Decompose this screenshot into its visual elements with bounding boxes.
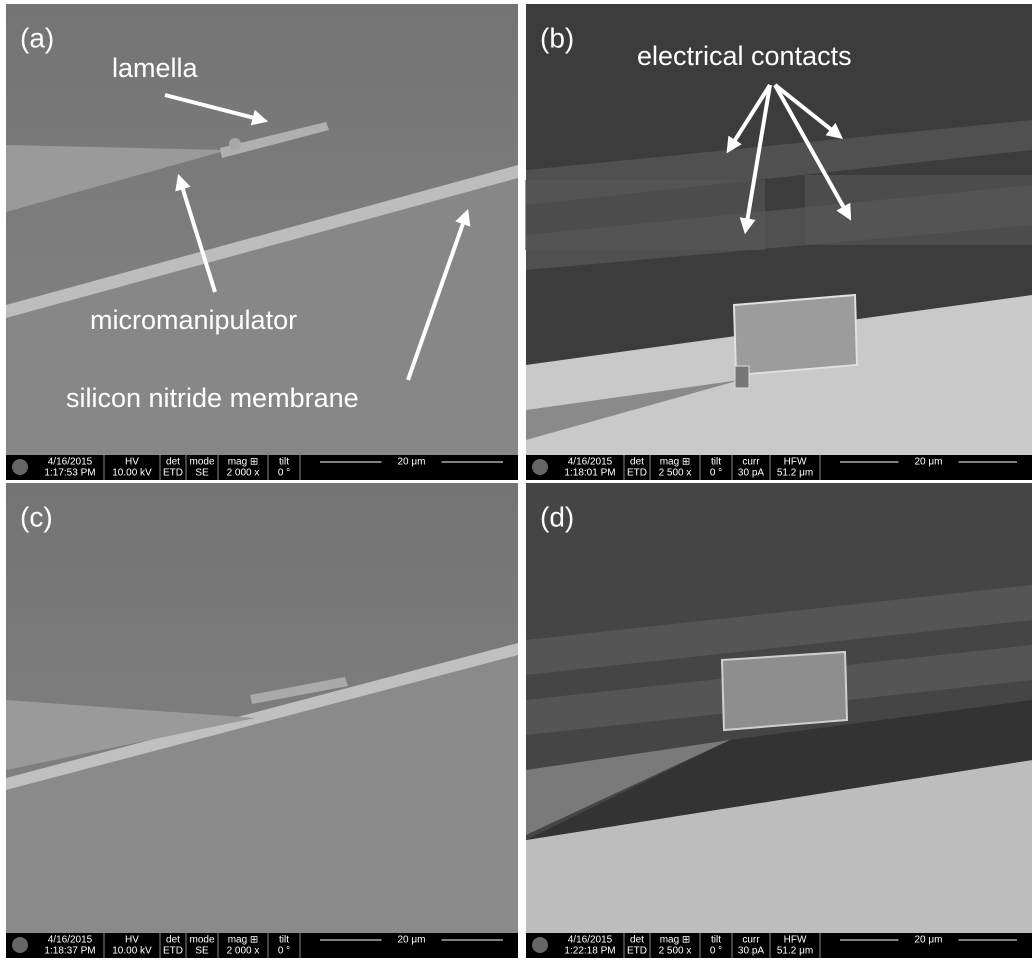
field-value: 30 pA xyxy=(738,946,764,957)
logo xyxy=(12,459,28,475)
scale-label: 20 μm xyxy=(915,935,943,946)
field-header: mode xyxy=(189,457,214,468)
field-value: SE xyxy=(195,468,209,479)
field-header: 4/16/2015 xyxy=(48,457,93,468)
field-header: tilt xyxy=(711,935,721,946)
logo xyxy=(532,937,548,953)
field-value: 0 ° xyxy=(278,468,290,479)
field-value: ETD xyxy=(627,468,647,479)
field-header: mode xyxy=(189,935,214,946)
scale-label: 20 μm xyxy=(398,457,426,468)
field-header: tilt xyxy=(279,457,289,468)
field-value: 51.2 μm xyxy=(777,468,813,479)
panel-label: (d) xyxy=(540,501,574,532)
field-value: 1:22:18 PM xyxy=(564,946,615,957)
field-header: HFW xyxy=(784,457,807,468)
field-header: mag ⊞ xyxy=(660,457,691,468)
field-header: det xyxy=(166,457,180,468)
panel-d-image xyxy=(526,483,1032,933)
field-header: curr xyxy=(742,457,760,468)
panel-b-image xyxy=(525,4,1032,455)
field-header: tilt xyxy=(711,457,721,468)
field-value: 2 000 x xyxy=(227,468,260,479)
field-header: HFW xyxy=(784,935,807,946)
field-value: ETD xyxy=(163,946,183,957)
field-header: 4/16/2015 xyxy=(48,935,93,946)
field-header: HV xyxy=(125,457,139,468)
field-header: HV xyxy=(125,935,139,946)
field-value: 10.00 kV xyxy=(112,468,152,479)
field-value: 2 000 x xyxy=(227,946,260,957)
field-header: mag ⊞ xyxy=(228,935,259,946)
field-value: 1:17:53 PM xyxy=(44,468,95,479)
field-header: mag ⊞ xyxy=(660,935,691,946)
panel-label: (a) xyxy=(20,22,54,53)
figure: (a) lamella micromanipulator silicon nitrid… xyxy=(0,0,1034,960)
logo xyxy=(12,937,28,953)
annotation: electrical contacts xyxy=(637,41,852,71)
field-value: 51.2 μm xyxy=(777,946,813,957)
field-value: ETD xyxy=(627,946,647,957)
field-header: det xyxy=(630,457,644,468)
field-header: curr xyxy=(742,935,760,946)
field-header: tilt xyxy=(279,935,289,946)
field-value: 0 ° xyxy=(710,946,722,957)
field-value: 0 ° xyxy=(278,946,290,957)
panel-label: (c) xyxy=(20,501,53,532)
field-value: 2 500 x xyxy=(659,468,692,479)
annotation: silicon nitride membrane xyxy=(66,383,359,413)
field-header: 4/16/2015 xyxy=(568,457,613,468)
scale-label: 20 μm xyxy=(915,457,943,468)
field-value: ETD xyxy=(163,468,183,479)
field-header: 4/16/2015 xyxy=(568,935,613,946)
field-value: 2 500 x xyxy=(659,946,692,957)
scale-label: 20 μm xyxy=(398,935,426,946)
annotation: lamella xyxy=(112,53,199,83)
logo xyxy=(532,459,548,475)
field-value: 10.00 kV xyxy=(112,946,152,957)
field-value: 1:18:01 PM xyxy=(564,468,615,479)
field-header: det xyxy=(630,935,644,946)
field-value: SE xyxy=(195,946,209,957)
field-value: 30 pA xyxy=(738,468,764,479)
panel-label: (b) xyxy=(540,22,574,53)
panel-c-image xyxy=(6,483,518,933)
field-header: det xyxy=(166,935,180,946)
field-value: 1:18:37 PM xyxy=(44,946,95,957)
field-header: mag ⊞ xyxy=(228,457,259,468)
field-value: 0 ° xyxy=(710,468,722,479)
annotation: micromanipulator xyxy=(90,305,297,335)
